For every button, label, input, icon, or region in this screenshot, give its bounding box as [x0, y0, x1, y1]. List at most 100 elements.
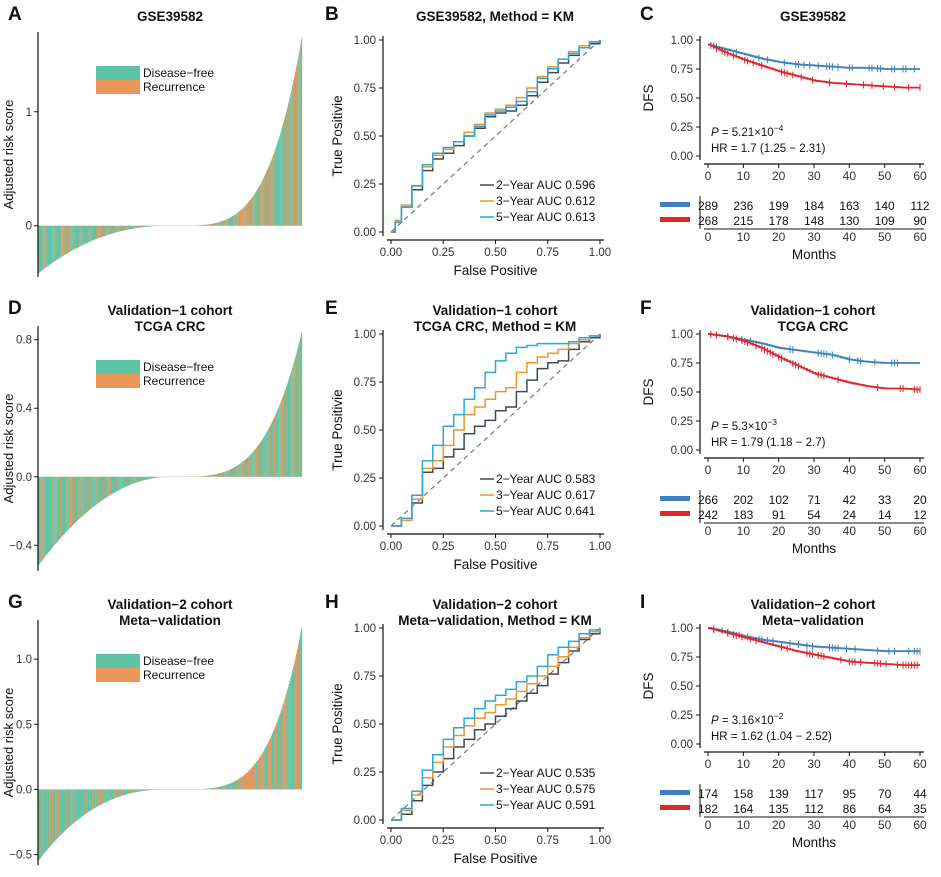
- p-mantissa: 3.16: [732, 715, 754, 727]
- waterfall-bar: [87, 476, 89, 512]
- waterfall-bar: [260, 441, 262, 477]
- waterfall-bar: [210, 788, 211, 790]
- waterfall-bar: [277, 140, 279, 226]
- waterfall-bar: [63, 476, 65, 534]
- waterfall-bar: [74, 789, 76, 823]
- waterfall-bar: [158, 476, 160, 478]
- waterfall-bar: [110, 225, 112, 234]
- waterfall-bar: [110, 476, 112, 495]
- waterfall-bar: [125, 476, 127, 487]
- waterfall-bar: [296, 350, 298, 477]
- waterfall-bar: [135, 476, 137, 483]
- waterfall-bar: [246, 772, 248, 790]
- waterfall-bar: [120, 225, 121, 232]
- waterfall-bar: [91, 225, 93, 241]
- waterfall-bar: [95, 476, 97, 505]
- risk-count-low: 184: [804, 199, 824, 213]
- waterfall-bar: [96, 225, 98, 239]
- waterfall-bar: [149, 225, 151, 227]
- waterfall-bar: [115, 225, 117, 233]
- waterfall-bar: [153, 225, 154, 227]
- waterfall-bar: [118, 476, 119, 491]
- y-tick-label: 1.00: [354, 35, 376, 47]
- waterfall-bar: [222, 472, 224, 477]
- waterfall-bar: [271, 734, 273, 790]
- waterfall-bar: [230, 469, 231, 477]
- waterfall-bar: [293, 79, 295, 226]
- waterfall-bar: [214, 223, 215, 226]
- waterfall-bar: [272, 732, 274, 790]
- waterfall-bar: [256, 191, 257, 226]
- p-exponent: −3: [767, 417, 777, 427]
- waterfall-bar: [255, 448, 257, 477]
- waterfall-bar: [141, 225, 142, 228]
- risk-count-low: 289: [698, 199, 718, 213]
- waterfall-bar: [89, 225, 90, 242]
- waterfall-bar: [258, 758, 260, 790]
- x-tick-label: 0: [705, 169, 712, 183]
- waterfall-bar: [98, 476, 99, 503]
- waterfall-bar: [245, 458, 247, 477]
- waterfall-bar: [212, 474, 214, 477]
- waterfall-bar: [231, 216, 233, 226]
- km-curve-high-risk: [708, 625, 920, 669]
- waterfall-bar: [210, 788, 212, 790]
- waterfall-bar: [285, 694, 287, 790]
- waterfall-bar: [150, 476, 151, 479]
- x-tick-label: 30: [807, 463, 821, 477]
- p-equals: =: [719, 715, 732, 727]
- waterfall-bar: [103, 789, 105, 804]
- waterfall-bar: [58, 789, 60, 837]
- waterfall-bar: [253, 194, 255, 226]
- waterfall-bar: [100, 225, 102, 238]
- risk-count-low: 20: [913, 493, 927, 507]
- waterfall-bar: [47, 225, 49, 266]
- waterfall-bar: [235, 213, 237, 226]
- risk-table-swatch-high: [660, 511, 690, 516]
- y-tick-label: 0.00: [354, 815, 376, 827]
- panel-title: Validation−1 cohort: [433, 303, 558, 318]
- waterfall-bar: [112, 789, 114, 799]
- waterfall-bar: [267, 430, 268, 477]
- waterfall-bar: [72, 225, 74, 251]
- waterfall-bar: [115, 789, 117, 798]
- waterfall-bar: [280, 131, 282, 226]
- waterfall-bar: [144, 225, 146, 227]
- waterfall-bar: [294, 358, 296, 477]
- legend-label: Disease−free: [143, 66, 214, 80]
- waterfall-bar: [226, 219, 228, 226]
- waterfall-bar: [294, 72, 296, 226]
- waterfall-bar: [229, 217, 231, 226]
- waterfall-bar: [217, 222, 219, 226]
- waterfall-bar: [276, 145, 278, 226]
- waterfall-bar: [104, 789, 106, 803]
- waterfall-bar: [241, 776, 243, 790]
- y-axis-label: Adjusted risk score: [1, 394, 16, 504]
- waterfall-bar: [84, 225, 86, 244]
- waterfall-bar: [68, 476, 69, 530]
- waterfall-bar: [273, 153, 275, 226]
- waterfall-bar: [54, 789, 56, 842]
- waterfall-bar: [91, 476, 93, 509]
- waterfall-bar: [295, 354, 297, 477]
- legend-swatch-disease-free: [96, 360, 140, 374]
- waterfall-bar: [142, 476, 144, 481]
- waterfall-bar: [51, 789, 53, 845]
- waterfall-bar: [52, 476, 53, 548]
- waterfall-bar: [84, 225, 86, 245]
- waterfall-bar: [203, 788, 205, 790]
- waterfall-bar: [202, 225, 204, 226]
- hazard-ratio-text: HR = 1.7 (1.25 − 2.31): [711, 143, 826, 155]
- waterfall-bar: [45, 225, 46, 268]
- waterfall-bar: [60, 789, 62, 835]
- waterfall-bar: [247, 457, 249, 477]
- waterfall-bar: [129, 225, 131, 230]
- waterfall-bar: [275, 147, 277, 226]
- waterfall-bar: [298, 344, 300, 477]
- x-tick-label: 20: [772, 757, 786, 771]
- waterfall-bar: [135, 789, 137, 793]
- waterfall-bar: [151, 225, 152, 227]
- waterfall-bar: [94, 789, 96, 809]
- waterfall-bar: [49, 476, 51, 551]
